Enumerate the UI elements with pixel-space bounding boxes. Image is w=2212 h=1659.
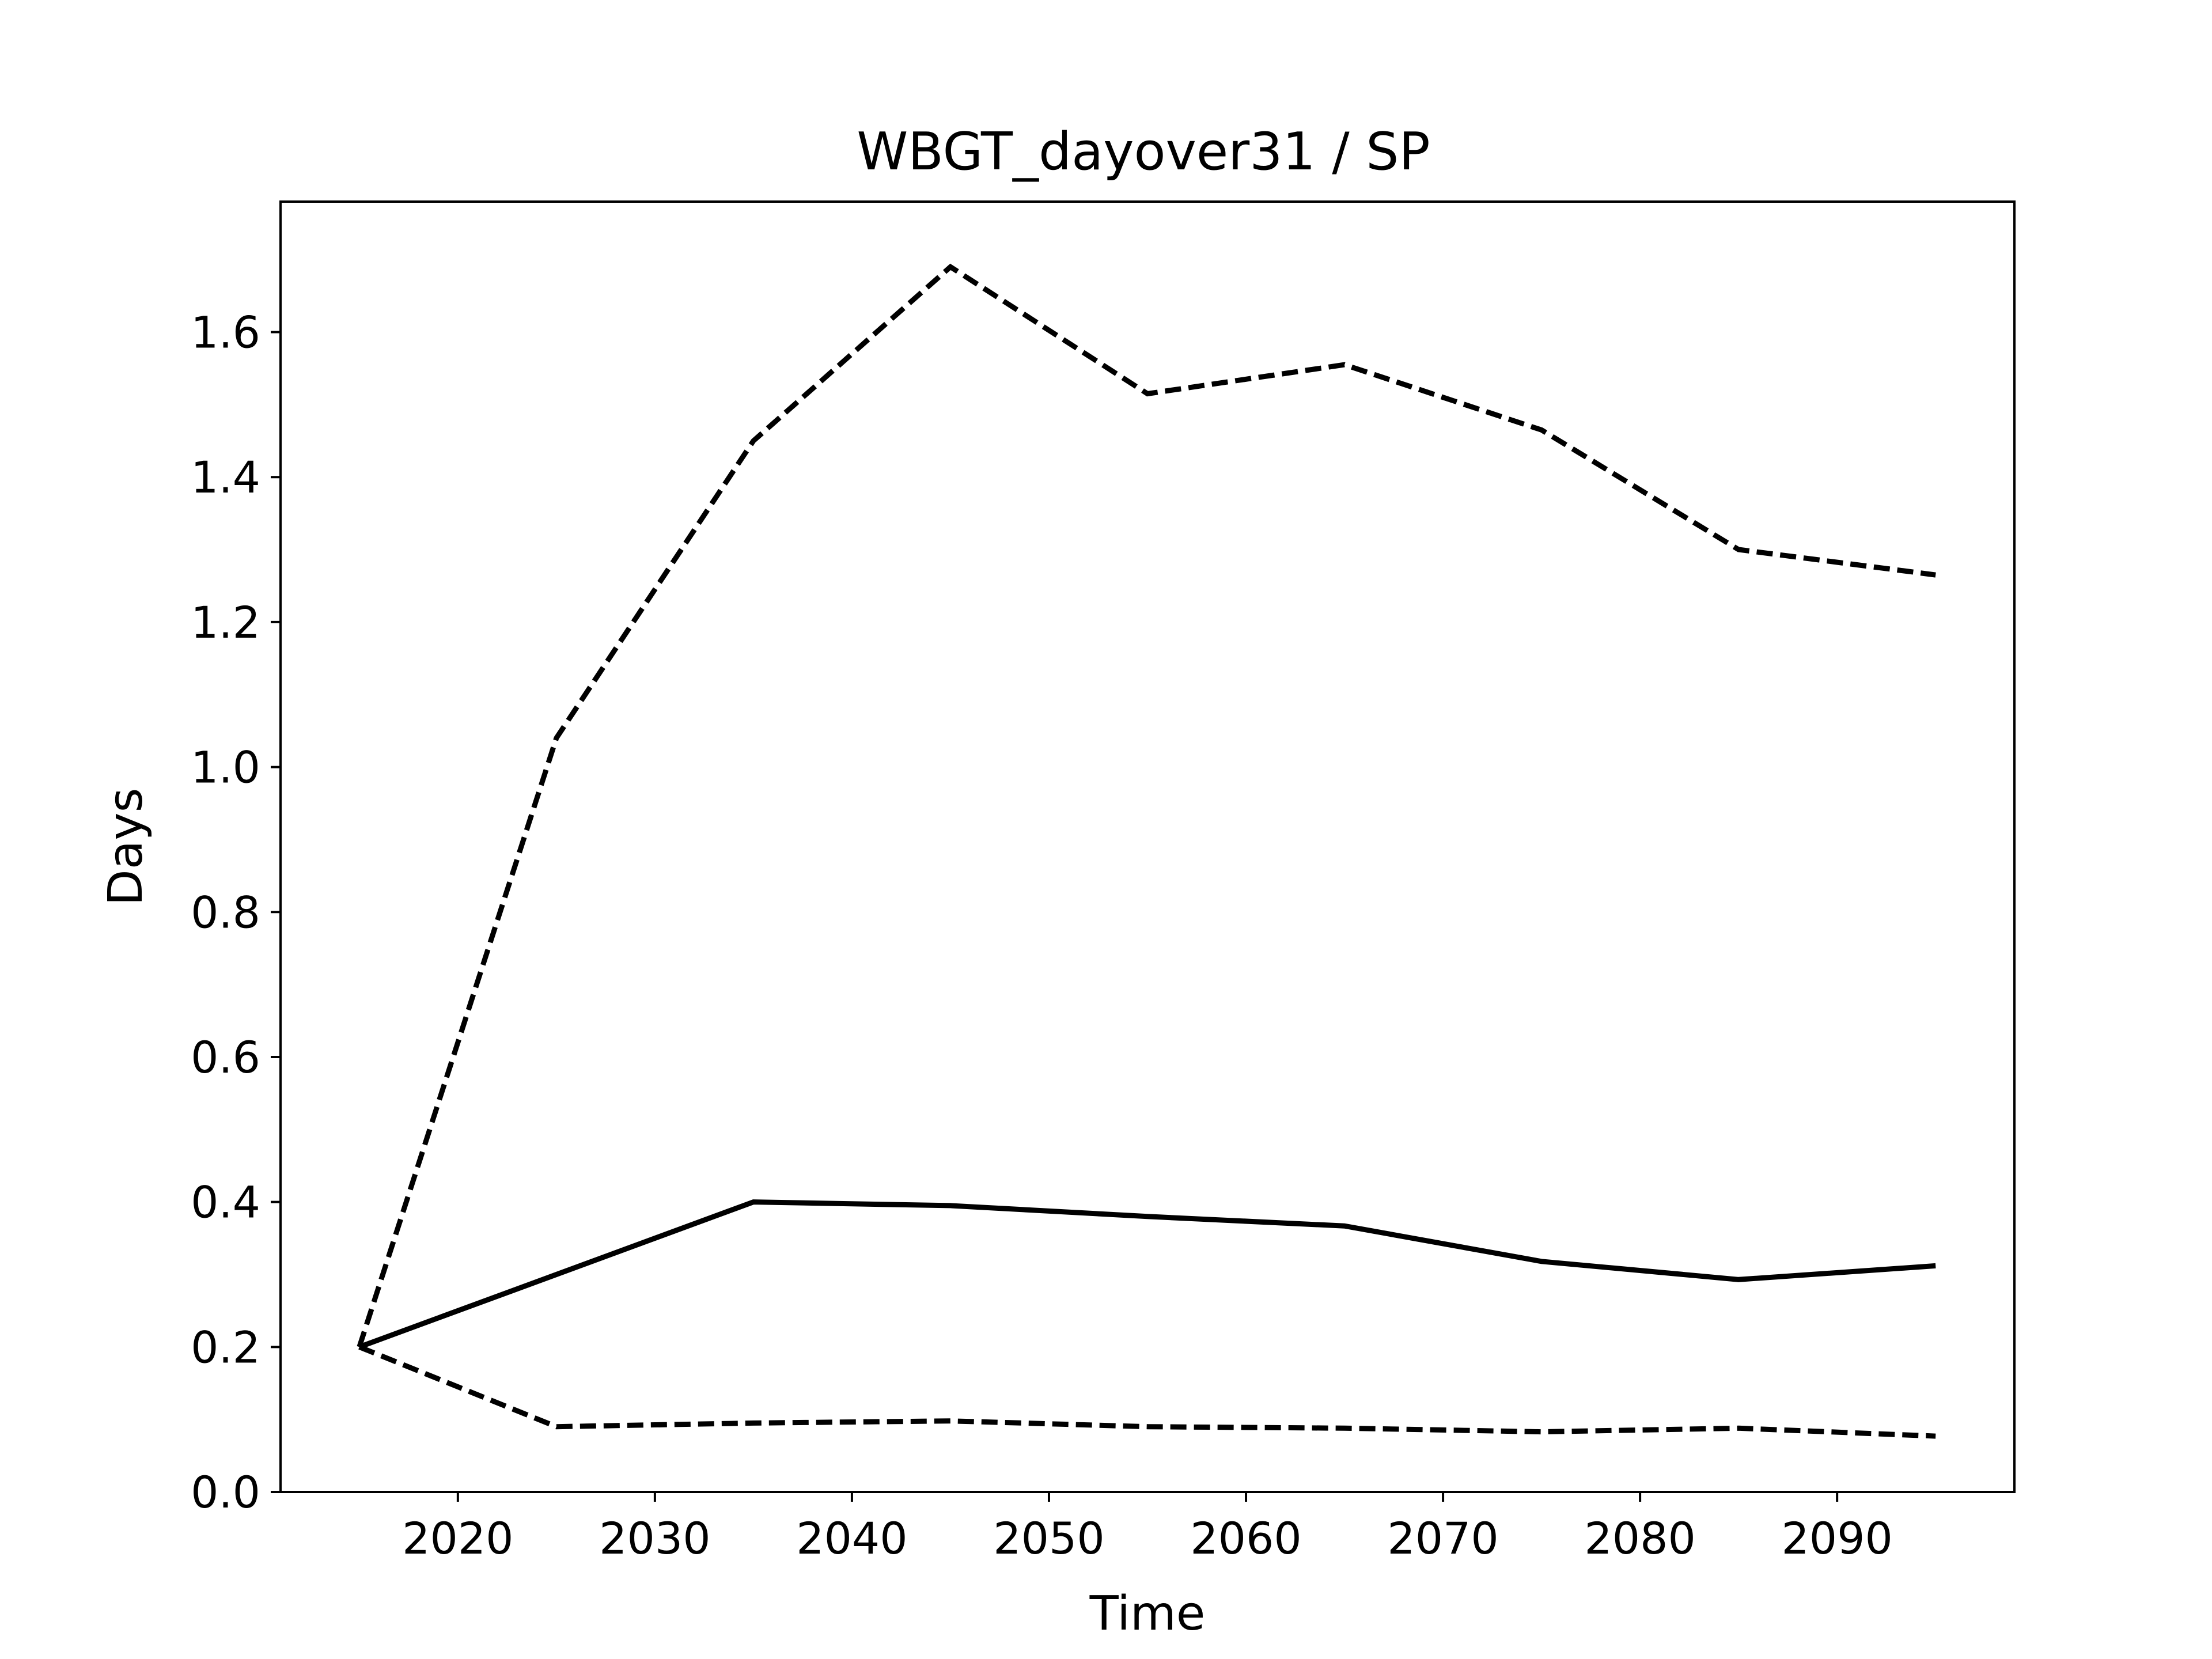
- x-tick-label: 2020: [402, 1513, 513, 1564]
- y-axis-ticks: 0.0 0.2 0.4 0.6 0.8 1.0 1.2 1.4 1.6: [191, 307, 281, 1518]
- x-tick-label: 2050: [993, 1513, 1104, 1564]
- y-tick-label: 0.0: [191, 1467, 260, 1518]
- y-tick-label: 1.4: [191, 452, 260, 503]
- y-tick-label: 1.0: [191, 742, 260, 793]
- x-tick-label: 2030: [599, 1513, 710, 1564]
- y-tick-label: 0.2: [191, 1321, 260, 1373]
- y-tick-label: 1.2: [191, 597, 260, 648]
- series-line-3: [358, 1344, 1936, 1439]
- x-tick-label: 2040: [796, 1513, 907, 1564]
- x-axis-ticks: 2020 2030 2040 2050 2060 2070 2080 2090: [402, 1492, 1893, 1564]
- plot-frame: [279, 200, 2016, 1493]
- series-line-1: [357, 263, 1936, 1348]
- x-tick-label: 2080: [1584, 1513, 1695, 1564]
- series-layer: [357, 263, 1936, 1439]
- y-tick-label: 1.6: [191, 307, 260, 358]
- x-axis-label: Time: [1089, 1586, 1206, 1641]
- x-tick-label: 2090: [1781, 1513, 1892, 1564]
- y-tick-label: 0.4: [191, 1177, 260, 1228]
- x-tick-label: 2070: [1387, 1513, 1498, 1564]
- y-axis-label: Days: [99, 788, 153, 906]
- chart-title: WBGT_dayover31 / SP: [857, 122, 1430, 182]
- series-line-2: [358, 1199, 1936, 1350]
- y-tick-label: 0.6: [191, 1032, 260, 1083]
- x-tick-label: 2060: [1190, 1513, 1301, 1564]
- y-tick-label: 0.8: [191, 887, 260, 938]
